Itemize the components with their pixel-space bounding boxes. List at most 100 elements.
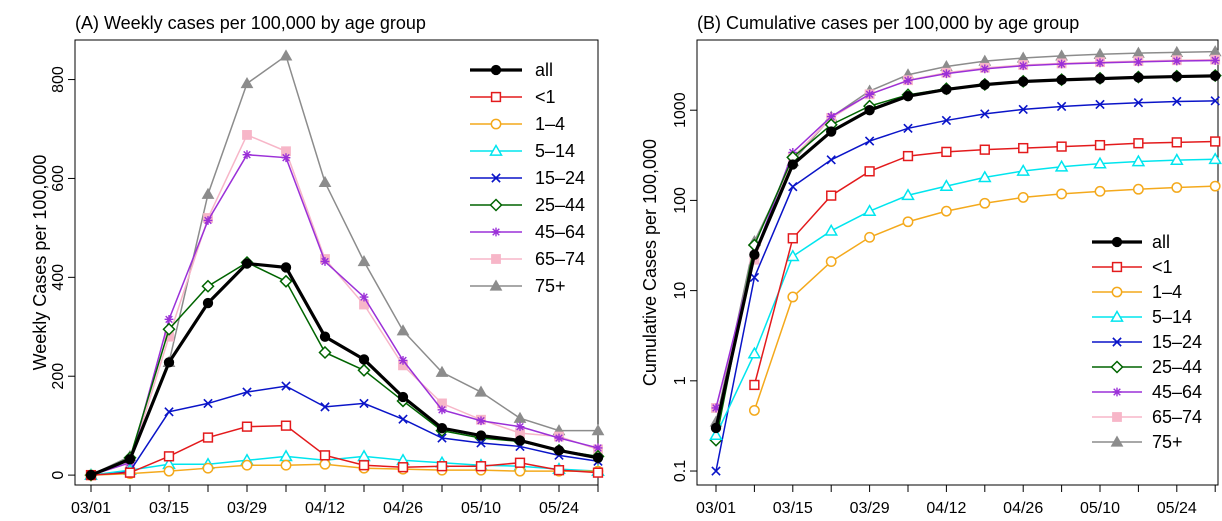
data-point — [164, 407, 174, 417]
data-point — [515, 422, 525, 432]
data-point — [280, 459, 292, 471]
data-point — [1018, 76, 1029, 87]
legend-label: <1 — [535, 87, 556, 107]
x-tick-label: 04/12 — [305, 500, 345, 517]
panel-a: (A) Weekly cases per 100,000 by age grou… — [30, 13, 605, 517]
data-point — [436, 422, 448, 434]
legend: all <1 1–4 5–14 15–24 25–44 45–64 65–74 75+ — [470, 60, 585, 296]
series-line — [714, 74, 1216, 429]
legend: all <1 1–4 5–14 15–24 25–44 45–64 65–74 75+ — [1092, 232, 1202, 452]
data-point — [901, 188, 915, 201]
x-tick-label: 03/01 — [696, 500, 736, 517]
data-point — [979, 197, 991, 209]
data-point — [592, 467, 604, 478]
series-line — [90, 385, 599, 476]
legend-marker — [491, 227, 501, 237]
data-point — [1057, 59, 1066, 69]
data-point — [865, 89, 874, 99]
data-point — [980, 109, 990, 119]
data-point — [357, 449, 371, 462]
y-tick-label: 0 — [50, 471, 67, 480]
data-point — [902, 216, 914, 228]
data-point — [591, 424, 605, 436]
x-tick-label: 05/10 — [461, 500, 501, 517]
chart-title: (B) Cumulative cases per 100,000 by age … — [697, 13, 1079, 33]
data-point — [1056, 188, 1068, 200]
data-point — [1210, 70, 1221, 82]
legend-marker — [489, 279, 503, 291]
data-point — [787, 291, 799, 303]
series-line — [90, 463, 598, 476]
legend-label: 1–4 — [1152, 282, 1182, 302]
data-point — [1017, 191, 1029, 203]
x-tick-label: 04/26 — [383, 500, 423, 517]
data-point — [941, 84, 952, 95]
data-point — [164, 314, 174, 324]
data-point — [747, 346, 762, 359]
data-point — [242, 387, 252, 397]
data-point — [942, 69, 951, 79]
data-point — [279, 49, 293, 61]
data-point — [320, 257, 330, 266]
data-point — [396, 324, 410, 336]
data-point — [749, 379, 760, 391]
data-point — [475, 461, 487, 472]
series-1–4 — [748, 180, 1221, 416]
data-point — [319, 450, 331, 461]
data-point — [902, 150, 914, 162]
series-line — [715, 58, 1216, 409]
legend-marker — [490, 64, 502, 76]
data-point — [749, 249, 760, 260]
data-point — [710, 422, 722, 434]
data-point — [1133, 98, 1144, 108]
data-point — [749, 272, 760, 283]
legend-label: <1 — [1152, 257, 1173, 277]
legend-marker — [1112, 412, 1122, 422]
data-point — [241, 421, 253, 432]
series-line — [90, 424, 599, 476]
data-point — [359, 398, 369, 409]
data-point — [826, 112, 836, 121]
data-point — [864, 136, 875, 146]
data-point — [281, 381, 291, 391]
data-point — [826, 126, 837, 137]
x-tick-label: 03/01 — [71, 500, 111, 517]
series-5–14 — [709, 152, 1222, 441]
data-point — [711, 403, 721, 413]
data-point — [474, 385, 488, 397]
legend-label: 1–4 — [535, 114, 565, 134]
legend-marker — [490, 91, 502, 103]
series-45–64 — [86, 150, 603, 480]
y-tick-label: 400 — [50, 264, 67, 291]
data-point — [398, 414, 408, 424]
series-line — [715, 100, 1216, 472]
data-point — [279, 449, 293, 462]
data-point — [397, 462, 409, 473]
legend-marker — [1111, 261, 1123, 273]
legend-label: 65–74 — [535, 249, 585, 269]
data-point — [979, 79, 990, 90]
data-point — [398, 356, 408, 365]
data-point — [1093, 156, 1107, 169]
data-point — [201, 187, 215, 199]
legend-marker — [1111, 236, 1123, 248]
data-point — [476, 416, 486, 426]
data-point — [319, 331, 331, 342]
legend-label: 5–14 — [535, 141, 575, 161]
data-point — [279, 274, 293, 288]
x-tick-label: 04/26 — [1003, 500, 1043, 517]
data-point — [1016, 163, 1030, 176]
data-point — [1094, 185, 1106, 197]
data-point — [437, 405, 447, 415]
y-tick-label: 200 — [50, 363, 67, 390]
data-point — [514, 435, 526, 446]
legend-marker — [1110, 309, 1124, 322]
data-point — [241, 459, 253, 471]
series-line — [90, 54, 598, 476]
data-point — [357, 363, 371, 377]
data-point — [1210, 56, 1220, 65]
data-point — [1094, 139, 1106, 151]
data-point — [1208, 152, 1222, 165]
data-point — [1170, 153, 1184, 165]
